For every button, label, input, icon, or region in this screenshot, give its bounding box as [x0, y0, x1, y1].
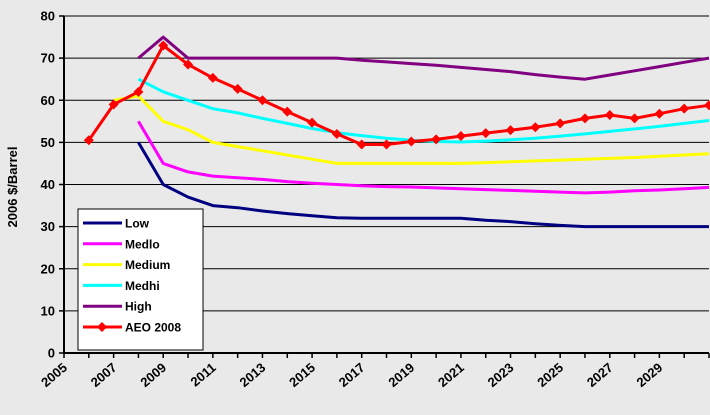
series-medium [113, 94, 710, 165]
data-point [555, 118, 566, 129]
legend-item: Medium [83, 258, 170, 272]
legend-label: High [125, 300, 152, 314]
legend-item: AEO 2008 [83, 321, 181, 335]
y-axis-ticks: 0 10 20 30 40 50 60 70 80 [41, 9, 64, 361]
legend: Low Medlo Medium Medhi High AEO 2008 [77, 208, 204, 351]
data-point [431, 134, 442, 145]
series-line [137, 120, 710, 195]
series-low [137, 141, 709, 229]
y-axis-title: 2006 $/Barrel [5, 147, 20, 228]
data-point [257, 95, 268, 106]
data-point [530, 122, 541, 133]
data-point [108, 99, 119, 110]
y-tick-label: 0 [48, 346, 55, 361]
data-point [629, 113, 640, 124]
data-point [480, 128, 491, 139]
y-tick-label: 10 [41, 303, 55, 318]
y-tick-label: 60 [41, 93, 55, 108]
gridlines [64, 15, 709, 312]
data-point [232, 83, 243, 94]
data-point [133, 86, 144, 97]
y-tick-label: 50 [41, 135, 55, 150]
data-point [579, 113, 590, 124]
data-point [183, 59, 194, 70]
data-point [604, 109, 615, 120]
data-point [406, 136, 417, 147]
series-line [113, 94, 710, 165]
series-layer [83, 35, 710, 229]
y-tick-label: 30 [41, 219, 55, 234]
data-point [381, 139, 392, 150]
y-tick-label: 70 [41, 51, 55, 66]
data-point [207, 72, 218, 83]
data-point [83, 135, 94, 146]
data-point [158, 40, 169, 51]
legend-label: Low [125, 217, 150, 231]
data-point [505, 125, 516, 136]
series-aeo-2008 [83, 40, 710, 150]
legend-item: Low [83, 217, 150, 231]
data-point [307, 117, 318, 128]
legend-marker [97, 322, 107, 332]
legend-label: Medlo [125, 237, 160, 251]
legend-label: Medhi [125, 279, 160, 293]
data-point [331, 128, 342, 139]
legend-item: High [83, 300, 152, 314]
legend-label: Medium [125, 258, 170, 272]
series-medlo [137, 120, 710, 195]
series-line [137, 141, 709, 229]
data-point [282, 106, 293, 117]
legend-item: Medhi [83, 279, 160, 293]
data-point [356, 139, 367, 150]
y-tick-label: 80 [41, 9, 55, 24]
legend-label: AEO 2008 [125, 321, 181, 335]
series-line [137, 35, 710, 81]
data-point [455, 131, 466, 142]
data-point [704, 100, 710, 111]
legend-item: Medlo [83, 237, 160, 251]
series-high [137, 35, 710, 81]
data-point [654, 108, 665, 119]
y-tick-label: 40 [41, 177, 55, 192]
y-tick-label: 20 [41, 261, 55, 276]
data-point [679, 103, 690, 114]
